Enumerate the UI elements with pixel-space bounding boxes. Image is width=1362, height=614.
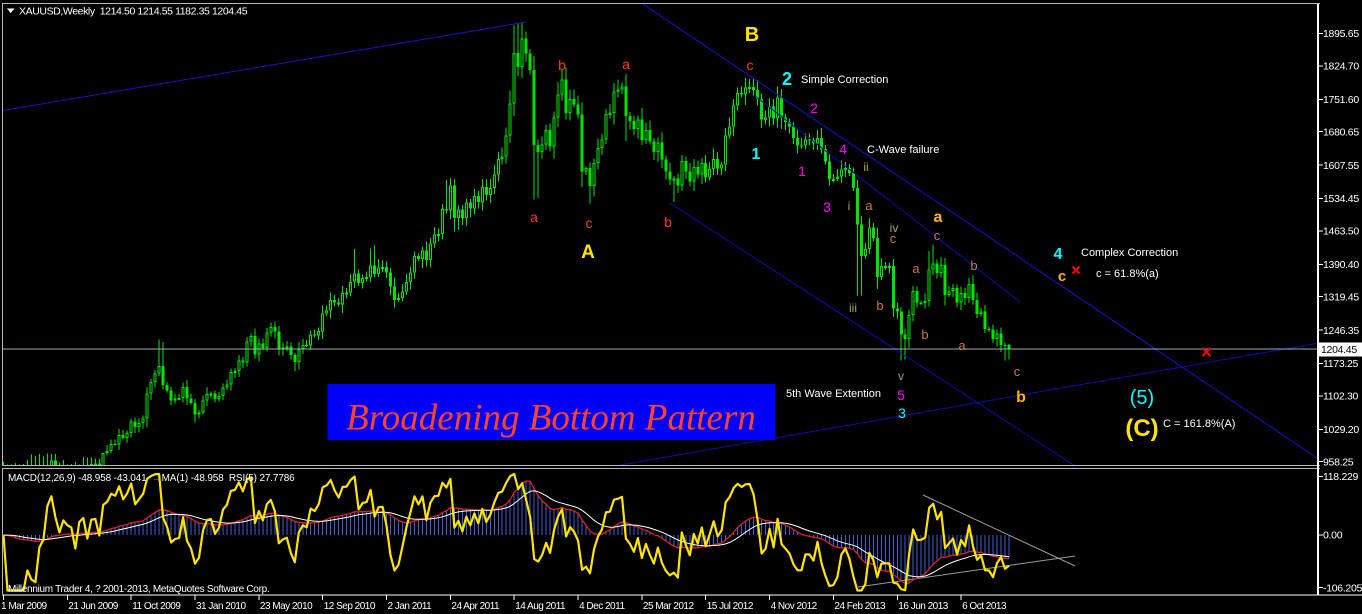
svg-text:12 Sep 2010: 12 Sep 2010 xyxy=(324,601,376,612)
svg-text:2: 2 xyxy=(810,100,818,116)
svg-text:4: 4 xyxy=(1054,246,1063,263)
svg-text:iv: iv xyxy=(890,221,899,235)
svg-text:4 Nov 2012: 4 Nov 2012 xyxy=(771,601,818,612)
svg-text:5th Wave Extention: 5th Wave Extention xyxy=(786,388,881,400)
svg-text:b: b xyxy=(558,57,566,73)
svg-text:1824.70: 1824.70 xyxy=(1323,61,1359,73)
svg-text:3: 3 xyxy=(823,199,831,215)
svg-text:B: B xyxy=(745,24,759,46)
svg-text:ii: ii xyxy=(863,160,868,174)
svg-text:1895.65: 1895.65 xyxy=(1323,28,1359,40)
svg-text:958.25: 958.25 xyxy=(1323,456,1354,468)
svg-text:1029.20: 1029.20 xyxy=(1323,424,1359,436)
svg-text:c: c xyxy=(1014,364,1021,379)
svg-text:v: v xyxy=(898,369,904,383)
svg-text:1: 1 xyxy=(752,146,761,163)
svg-text:Broadening Bottom Pattern: Broadening Bottom Pattern xyxy=(346,398,756,439)
svg-text:a: a xyxy=(958,338,966,353)
svg-text:1: 1 xyxy=(798,163,806,179)
svg-text:31 Jan 2010: 31 Jan 2010 xyxy=(196,601,246,612)
svg-text:15 Jul 2012: 15 Jul 2012 xyxy=(707,601,754,612)
svg-text:Millennium Trader 4, ? 2001-20: Millennium Trader 4, ? 2001-2013, MetaQu… xyxy=(8,584,269,595)
svg-text:c = 61.8%(a): c = 61.8%(a) xyxy=(1096,268,1159,280)
svg-text:a: a xyxy=(912,261,920,276)
svg-text:a: a xyxy=(865,198,873,213)
svg-text:3: 3 xyxy=(898,405,906,421)
svg-text:5: 5 xyxy=(897,387,905,403)
svg-text:MACD(12,26,9) -48.958 -43.041: MACD(12,26,9) -48.958 -43.041 →MA(1) -48… xyxy=(8,473,295,484)
svg-text:c: c xyxy=(1058,268,1066,285)
svg-text:24 Apr 2011: 24 Apr 2011 xyxy=(451,601,500,612)
svg-text:1319.45: 1319.45 xyxy=(1323,291,1359,303)
svg-text:1534.45: 1534.45 xyxy=(1323,193,1359,205)
svg-text:2: 2 xyxy=(782,69,792,89)
svg-text:1680.65: 1680.65 xyxy=(1323,126,1359,138)
svg-text:-106.205: -106.205 xyxy=(1323,582,1362,594)
svg-text:14 Aug 2011: 14 Aug 2011 xyxy=(515,601,566,612)
svg-text:b: b xyxy=(921,327,928,342)
svg-text:Complex Correction: Complex Correction xyxy=(1081,247,1178,259)
svg-text:c: c xyxy=(934,228,941,243)
svg-text:21 Jun 2009: 21 Jun 2009 xyxy=(68,601,118,612)
svg-text:C-Wave failure: C-Wave failure xyxy=(867,144,939,156)
svg-text:i: i xyxy=(848,199,851,213)
svg-text:2 Jan 2011: 2 Jan 2011 xyxy=(388,601,433,612)
svg-text:c: c xyxy=(890,231,897,246)
svg-text:1173.25: 1173.25 xyxy=(1323,358,1359,370)
svg-text:c: c xyxy=(747,57,754,73)
svg-text:b: b xyxy=(876,298,883,313)
svg-text:b: b xyxy=(664,214,672,230)
svg-text:b: b xyxy=(1016,389,1026,406)
svg-text:C = 161.8%(A): C = 161.8%(A) xyxy=(1163,418,1235,430)
svg-text:1607.55: 1607.55 xyxy=(1323,160,1359,172)
svg-text:XAUUSD,Weekly 1214.50 1214.55: XAUUSD,Weekly 1214.50 1214.55 1182.35 12… xyxy=(19,6,248,18)
svg-text:4: 4 xyxy=(839,141,847,157)
svg-text:Simple Correction: Simple Correction xyxy=(801,74,888,86)
svg-text:iii: iii xyxy=(849,301,857,315)
svg-text:4 Dec 2011: 4 Dec 2011 xyxy=(579,601,625,612)
svg-text:11 Oct 2009: 11 Oct 2009 xyxy=(132,601,181,612)
svg-text:0.00: 0.00 xyxy=(1323,530,1343,542)
svg-text:16 Jun 2013: 16 Jun 2013 xyxy=(898,601,948,612)
svg-text:118.229: 118.229 xyxy=(1323,471,1359,483)
svg-text:1463.50: 1463.50 xyxy=(1323,226,1359,238)
svg-text:1204.45: 1204.45 xyxy=(1321,344,1357,356)
svg-text:A: A xyxy=(581,242,595,263)
svg-text:6 Oct 2013: 6 Oct 2013 xyxy=(962,601,1007,612)
svg-text:b: b xyxy=(970,258,977,273)
svg-text:1246.35: 1246.35 xyxy=(1323,325,1359,337)
svg-text:1 Mar 2009: 1 Mar 2009 xyxy=(1,601,48,612)
svg-text:a: a xyxy=(934,209,943,226)
svg-text:24 Feb 2013: 24 Feb 2013 xyxy=(834,601,886,612)
svg-text:c: c xyxy=(586,215,593,231)
svg-text:a: a xyxy=(622,56,630,72)
svg-text:a: a xyxy=(530,209,538,225)
svg-text:(5): (5) xyxy=(1130,387,1154,409)
svg-text:1751.60: 1751.60 xyxy=(1323,94,1359,106)
svg-text:(C): (C) xyxy=(1125,415,1158,442)
svg-text:1390.40: 1390.40 xyxy=(1323,259,1359,271)
svg-text:25 Mar 2012: 25 Mar 2012 xyxy=(643,601,695,612)
svg-text:1102.30: 1102.30 xyxy=(1323,391,1359,403)
svg-text:23 May 2010: 23 May 2010 xyxy=(260,601,313,612)
